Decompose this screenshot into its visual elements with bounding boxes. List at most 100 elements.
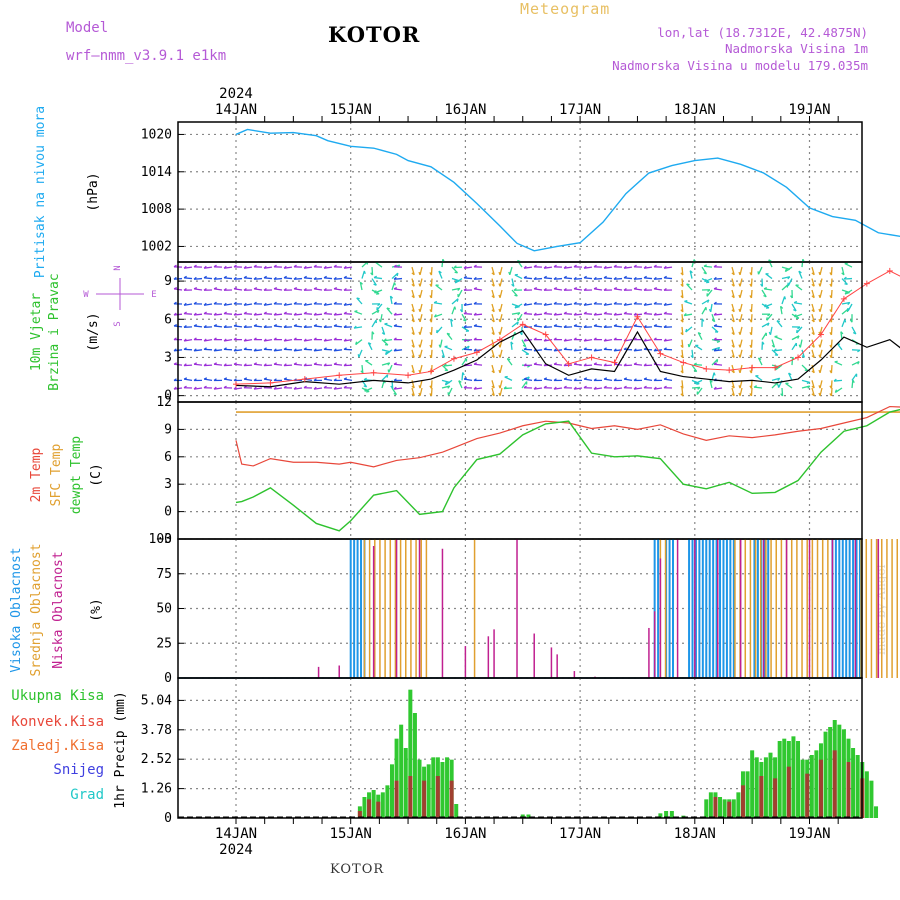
wind-arrow-head bbox=[844, 291, 848, 295]
wind-arrow-head bbox=[396, 272, 399, 277]
wind-arrow-head bbox=[459, 309, 463, 313]
wind-arrow bbox=[573, 387, 583, 390]
wind-arrow bbox=[333, 349, 343, 352]
wind-arrow-head bbox=[583, 385, 587, 389]
wind-arrow-head bbox=[429, 331, 433, 336]
wind-arrow-head bbox=[323, 363, 327, 367]
wind-arrow-head bbox=[653, 348, 657, 352]
wind-arrow-head bbox=[411, 344, 415, 348]
wind-arrow-head bbox=[811, 370, 815, 374]
wind-arrow-head bbox=[393, 378, 397, 382]
wind-arrow bbox=[819, 326, 823, 335]
wind-arrow bbox=[653, 313, 663, 316]
wind-arrow-head bbox=[533, 301, 537, 305]
wind-arrow-head bbox=[731, 309, 735, 313]
wind-arrow-head bbox=[553, 386, 557, 390]
wind-arrow bbox=[796, 326, 803, 334]
total-precip-bar bbox=[796, 741, 801, 818]
wind-arrow-head bbox=[223, 265, 227, 269]
total-precip-bar bbox=[791, 736, 796, 818]
wind-arrow bbox=[583, 266, 593, 269]
wind-arrow bbox=[771, 381, 779, 389]
wind-arrow bbox=[711, 358, 719, 366]
wind-arrow-head bbox=[263, 302, 267, 306]
wind-arrow bbox=[573, 313, 583, 316]
wind-arrow-head bbox=[768, 259, 772, 262]
wind-arrow-head bbox=[777, 377, 781, 381]
wind-arrow-head bbox=[429, 393, 433, 397]
wind-arrow bbox=[283, 378, 293, 382]
wind-arrow bbox=[343, 364, 353, 367]
wind-arrow-head bbox=[411, 295, 415, 299]
wind-arrow-head bbox=[313, 362, 317, 365]
total-precip-bar bbox=[520, 814, 525, 818]
wind-arrow bbox=[633, 277, 643, 280]
total-precip-bar bbox=[736, 792, 741, 818]
wind-arrow bbox=[441, 364, 449, 372]
wind-arrow bbox=[739, 339, 743, 348]
wind-arrow bbox=[765, 273, 773, 280]
wind-arrow-head bbox=[663, 311, 667, 315]
total-precip-bar bbox=[869, 780, 874, 818]
wind-arrow-head bbox=[563, 311, 567, 315]
wind-arrow bbox=[623, 303, 633, 306]
top-date-label: 17JAN bbox=[559, 102, 601, 118]
wind-arrow bbox=[193, 349, 203, 352]
wind-arrow-head bbox=[818, 271, 821, 276]
conv-precip-bar bbox=[449, 780, 454, 818]
wind-arrow bbox=[439, 339, 443, 348]
wind-arrow bbox=[819, 314, 823, 323]
total-precip-bar bbox=[394, 738, 399, 818]
wind-arrow bbox=[739, 289, 743, 298]
wind-arrow bbox=[433, 302, 443, 305]
wind-arrow bbox=[243, 364, 253, 367]
wind-arrow bbox=[830, 289, 833, 299]
wind-arrow bbox=[293, 349, 303, 352]
wind-arrow bbox=[324, 338, 333, 342]
wind-arrow-head bbox=[523, 363, 527, 367]
wind-arrow bbox=[253, 288, 263, 291]
wind-arrow-head bbox=[283, 265, 287, 269]
wind-arrow bbox=[458, 380, 463, 389]
wind-ylabel-2: Brzina i Pravac bbox=[47, 273, 62, 390]
wind-arrow bbox=[435, 284, 443, 291]
wind-arrow bbox=[411, 387, 415, 396]
wind-arrow-head bbox=[293, 323, 298, 327]
wind-arrow bbox=[333, 288, 343, 291]
wind-arrow-head bbox=[393, 276, 397, 280]
wind-arrow-head bbox=[684, 299, 688, 303]
wind-arrow bbox=[830, 303, 833, 313]
wind-arrow bbox=[653, 288, 663, 291]
wind-arrow-head bbox=[343, 275, 347, 279]
wind-arrow bbox=[374, 289, 383, 294]
wind-arrow-head bbox=[313, 386, 317, 390]
model-altitude-label: Nadmorska Visina u modelu 179.035m bbox=[612, 58, 868, 73]
wind-arrow-head bbox=[243, 347, 247, 350]
wind-arrow bbox=[499, 387, 503, 396]
wind-arrow-head bbox=[393, 323, 398, 327]
wind-arrow-head bbox=[193, 386, 197, 390]
wind-arrow-head bbox=[203, 347, 207, 350]
wind-arrow-head bbox=[593, 323, 598, 327]
wind-arrow bbox=[841, 301, 850, 305]
total-precip-bar bbox=[431, 757, 436, 818]
wind-arrow bbox=[499, 266, 503, 276]
wind-arrow-head bbox=[833, 378, 837, 382]
wind-arrow bbox=[193, 325, 203, 328]
wind-arrow-head bbox=[663, 275, 667, 279]
wind-arrow-head bbox=[498, 369, 501, 374]
wind-arrow-head bbox=[643, 338, 647, 342]
wind-arrow bbox=[681, 365, 684, 374]
wind-arrow bbox=[819, 339, 823, 348]
wind-arrow bbox=[451, 298, 459, 305]
temp-ylabel-dewpt: dewpt Temp bbox=[69, 436, 84, 514]
wind-arrow bbox=[750, 267, 753, 276]
wind-arrow-head bbox=[438, 270, 442, 274]
wind-arrow-head bbox=[731, 319, 735, 323]
wind-arrow-head bbox=[643, 265, 647, 269]
temp-ylabel-sfc: SFC Temp bbox=[49, 444, 64, 507]
wind-arrow-head bbox=[563, 377, 568, 380]
wind-arrow-head bbox=[303, 311, 307, 315]
wind-arrow-head bbox=[623, 302, 627, 306]
wind-arrow bbox=[757, 266, 763, 275]
